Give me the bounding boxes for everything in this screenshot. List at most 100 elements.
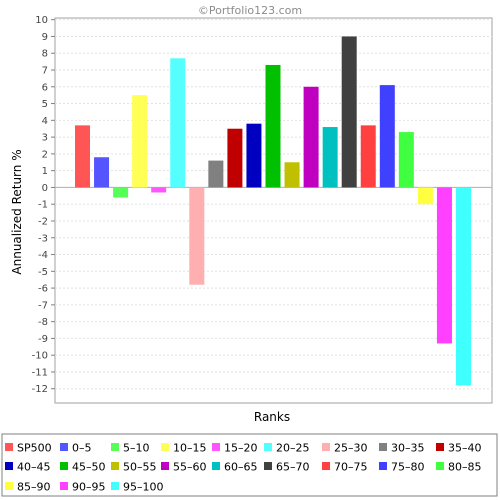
legend-swatch (111, 462, 119, 470)
bar-75-80 (379, 85, 395, 188)
legend-item-50-55: 50–55 (111, 461, 157, 474)
bar-60-65 (322, 127, 338, 188)
y-tick-label: -11 (32, 367, 48, 378)
legend-item-90-95: 90–95 (60, 481, 106, 494)
bar-25-30 (189, 187, 205, 285)
bar-0-5 (94, 157, 110, 188)
y-tick-label: 2 (42, 149, 48, 160)
legend-label: 5–10 (123, 442, 150, 455)
y-tick-label: 9 (42, 32, 48, 43)
bar-5-10 (113, 187, 129, 198)
legend-label: 15–20 (224, 442, 258, 455)
legend-label: 85–90 (17, 481, 51, 494)
legend-item-15-20: 15–20 (212, 442, 258, 455)
legend-swatch (264, 462, 272, 470)
y-tick-label: 4 (42, 116, 48, 127)
legend-label: 50–55 (123, 461, 157, 474)
legend-swatch (111, 482, 119, 490)
legend-item-35-40: 35–40 (436, 442, 482, 455)
legend-item-40-45: 40–45 (5, 461, 51, 474)
legend-label: 0–5 (72, 442, 92, 455)
plot-area-border (54, 17, 493, 404)
legend-label: 65–70 (276, 461, 310, 474)
bar-35-40 (227, 128, 243, 188)
bar-70-75 (360, 125, 376, 188)
legend-swatch (5, 482, 13, 490)
legend-swatch (436, 443, 444, 451)
y-tick-label: -12 (32, 384, 48, 395)
y-tick-label: 0 (42, 183, 48, 194)
y-tick-label: -7 (38, 300, 48, 311)
legend-label: 60–65 (224, 461, 258, 474)
y-tick-label: -9 (38, 334, 48, 345)
legend-label: 80–85 (448, 461, 482, 474)
legend-item-55-60: 55–60 (161, 461, 207, 474)
legend-item-SP500: SP500 (5, 442, 52, 455)
x-axis-label: Ranks (254, 410, 290, 424)
bars (75, 36, 471, 386)
legend-swatch (436, 462, 444, 470)
legend-swatch (60, 443, 68, 451)
legend: SP500 0–5 5–10 10–15 15–20 20–25 25–30 30–35 35–… (5, 442, 482, 494)
legend-item-70-75: 70–75 (322, 461, 368, 474)
y-tick-label: 8 (42, 49, 48, 60)
legend-item-95-100: 95–100 (111, 481, 164, 494)
legend-label: 55–60 (173, 461, 207, 474)
legend-item-75-80: 75–80 (379, 461, 425, 474)
bar-40-45 (246, 123, 262, 188)
legend-swatch (264, 443, 272, 451)
legend-label: 35–40 (448, 442, 482, 455)
legend-label: 20–25 (276, 442, 310, 455)
bar-85-90 (417, 187, 433, 205)
bar-15-20 (151, 187, 167, 193)
y-tick-label: -3 (38, 233, 48, 244)
legend-swatch (5, 462, 13, 470)
bar-95-100 (456, 187, 471, 386)
legend-label: 75–80 (391, 461, 425, 474)
y-tick-label: 6 (42, 82, 48, 93)
bar-30-35 (208, 160, 224, 188)
legend-label: 40–45 (17, 461, 51, 474)
legend-item-5-10: 5–10 (111, 442, 150, 455)
bar-SP500 (75, 125, 90, 188)
y-tick-label: 7 (42, 66, 48, 77)
bar-65-70 (341, 36, 357, 188)
legend-label: 45–50 (72, 461, 106, 474)
y-tick-label: -10 (32, 351, 48, 362)
legend-item-80-85: 80–85 (436, 461, 482, 474)
bar-55-60 (303, 86, 319, 188)
y-tick-label: -5 (38, 267, 48, 278)
y-tick-label: 10 (35, 15, 48, 26)
y-tick-label: -2 (38, 216, 48, 227)
legend-item-25-30: 25–30 (322, 442, 368, 455)
legend-item-10-15: 10–15 (161, 442, 207, 455)
legend-item-85-90: 85–90 (5, 481, 51, 494)
y-tick-label: -1 (38, 200, 48, 211)
legend-item-60-65: 60–65 (212, 461, 258, 474)
bar-20-25 (170, 58, 186, 188)
y-tick-label: -4 (38, 250, 48, 261)
bar-50-55 (284, 162, 300, 188)
legend-item-45-50: 45–50 (60, 461, 106, 474)
y-tick-label: 3 (42, 133, 48, 144)
y-tick-label: 1 (42, 166, 48, 177)
bar-90-95 (436, 187, 452, 344)
legend-item-20-25: 20–25 (264, 442, 310, 455)
y-tick-label: 5 (42, 99, 48, 110)
legend-box (1, 433, 498, 497)
legend-swatch (60, 462, 68, 470)
legend-swatch (379, 462, 387, 470)
legend-item-65-70: 65–70 (264, 461, 310, 474)
legend-label: 25–30 (334, 442, 368, 455)
y-tick-label: -8 (38, 317, 48, 328)
legend-item-30-35: 30–35 (379, 442, 425, 455)
legend-swatch (5, 443, 13, 451)
legend-item-0-5: 0–5 (60, 442, 92, 455)
bar-10-15 (132, 95, 148, 188)
bar-80-85 (398, 132, 414, 188)
legend-swatch (212, 462, 220, 470)
legend-label: SP500 (17, 442, 52, 455)
legend-swatch (161, 462, 169, 470)
